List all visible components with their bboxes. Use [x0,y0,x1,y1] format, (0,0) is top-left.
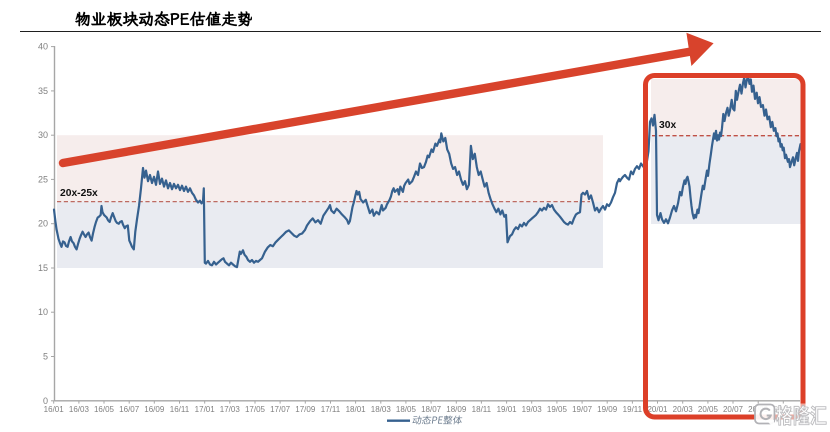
svg-text:15: 15 [38,263,48,273]
svg-text:18/03: 18/03 [371,405,392,414]
svg-text:19/01: 19/01 [497,405,518,414]
svg-text:17/09: 17/09 [295,405,316,414]
svg-text:17/05: 17/05 [245,405,266,414]
svg-text:19/11: 19/11 [623,405,643,414]
svg-text:17/11: 17/11 [321,405,341,414]
svg-text:18/01: 18/01 [346,405,367,414]
svg-text:18/07: 18/07 [421,405,442,414]
svg-text:18/05: 18/05 [396,405,417,414]
svg-text:18/11: 18/11 [472,405,492,414]
svg-text:16/09: 16/09 [144,405,165,414]
svg-text:17/07: 17/07 [270,405,291,414]
svg-text:16/05: 16/05 [94,405,115,414]
svg-text:16/03: 16/03 [69,405,90,414]
svg-text:16/07: 16/07 [119,405,140,414]
svg-text:20/07: 20/07 [723,405,744,414]
svg-text:18/09: 18/09 [446,405,467,414]
svg-text:10: 10 [38,307,48,317]
svg-text:20x-25x: 20x-25x [60,188,98,199]
svg-text:19/03: 19/03 [522,405,543,414]
svg-text:20: 20 [38,219,48,229]
svg-text:35: 35 [38,86,48,96]
svg-text:16/01: 16/01 [44,405,65,414]
svg-text:20/01: 20/01 [647,405,668,414]
svg-text:0: 0 [43,396,48,406]
svg-text:19/07: 19/07 [572,405,593,414]
svg-text:19/09: 19/09 [597,405,618,414]
svg-text:30x: 30x [659,120,676,131]
svg-text:30: 30 [38,130,48,140]
svg-text:17/01: 17/01 [195,405,216,414]
svg-text:40: 40 [38,42,48,52]
svg-text:20/05: 20/05 [698,405,719,414]
svg-text:25: 25 [38,174,48,184]
svg-text:16/11: 16/11 [170,405,190,414]
svg-text:19/05: 19/05 [547,405,568,414]
svg-text:17/03: 17/03 [220,405,241,414]
svg-text:5: 5 [43,352,48,362]
svg-text:20/03: 20/03 [673,405,694,414]
